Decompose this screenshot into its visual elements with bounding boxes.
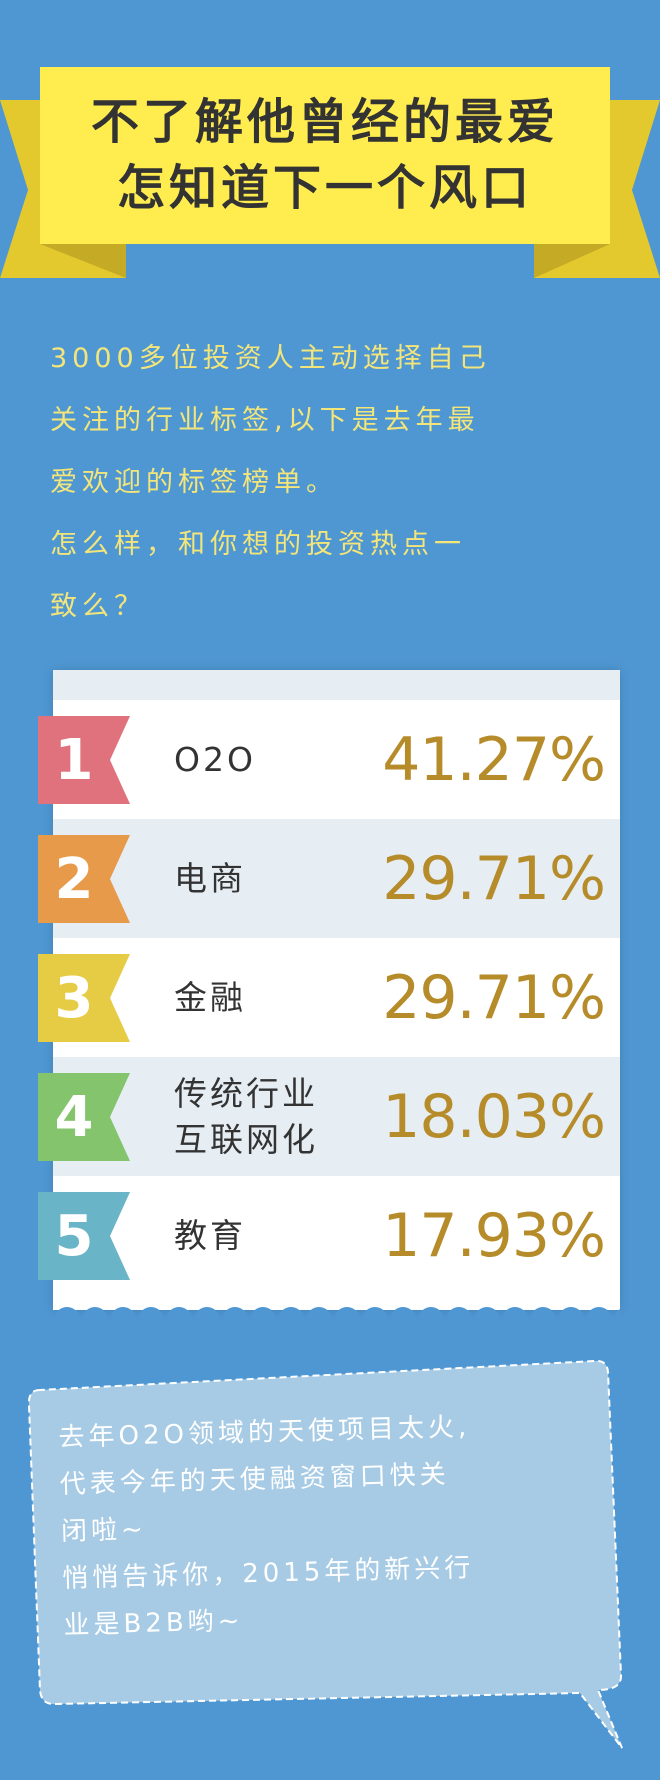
ranking-label: 传统行业 互联网化 <box>174 1073 318 1159</box>
rank-number: 4 <box>54 1084 94 1150</box>
ranking-label: O2O <box>174 739 256 779</box>
card-scalloped-edge <box>53 1300 620 1320</box>
ranking-row: 电商 29.71% <box>53 819 620 938</box>
rank-badge: 4 <box>38 1073 130 1161</box>
rank-badge-shape <box>38 954 130 1042</box>
ranking-label: 教育 <box>174 1215 246 1255</box>
intro-paragraph: 3000多位投资人主动选择自己 关注的行业标签,以下是去年最 爱欢迎的标签榜单。… <box>50 328 610 638</box>
speech-bubble-text: 去年O2O领域的天使项目太火, 代表今年的天使融资窗口快关 闭啦~ 悄悄告诉你，… <box>58 1400 624 1650</box>
ranking-percent: 29.71% <box>382 962 606 1033</box>
ranking-percent: 18.03% <box>382 1081 606 1152</box>
ranking-row: 教育 17.93% <box>53 1176 620 1300</box>
rank-number: 2 <box>54 846 94 912</box>
rank-number: 3 <box>54 965 94 1031</box>
ranking-percent: 41.27% <box>382 724 606 795</box>
title-line-2: 怎知道下一个风口 <box>116 160 533 216</box>
ranking-row: O2O 41.27% <box>53 700 620 819</box>
ranking-label: 电商 <box>174 858 246 898</box>
page-title: 不了解他曾经的最爱 怎知道下一个风口 <box>40 67 610 244</box>
rank-number: 5 <box>54 1203 94 1269</box>
ranking-card: O2O 41.27% 电商 29.71% 金融 29.71% 传统行业 互联网化… <box>53 670 620 1310</box>
rank-badge-shape <box>38 1073 130 1161</box>
title-ribbon <box>0 67 660 278</box>
rank-badge-shape <box>38 1192 130 1280</box>
ranking-row: 金融 29.71% <box>53 938 620 1057</box>
speech-bubble <box>27 1360 623 1749</box>
intro-line: 3000多位投资人主动选择自己 <box>50 343 491 374</box>
intro-line: 关注的行业标签,以下是去年最 <box>50 405 480 436</box>
rank-badge-shape <box>38 835 130 923</box>
title-line-1: 不了解他曾经的最爱 <box>90 94 559 150</box>
rank-number: 1 <box>54 727 94 793</box>
ranking-label: 金融 <box>174 977 246 1017</box>
intro-line: 致么？ <box>50 591 146 622</box>
ranking-row: 传统行业 互联网化 18.03% <box>53 1057 620 1176</box>
rank-badge: 5 <box>38 1192 130 1280</box>
ranking-percent: 17.93% <box>382 1200 606 1271</box>
rank-badge: 1 <box>38 716 130 804</box>
rank-badge-shape <box>38 716 130 804</box>
intro-line: 爱欢迎的标签榜单。 <box>50 467 338 498</box>
rank-badge: 3 <box>38 954 130 1042</box>
intro-line: 怎么样，和你想的投资热点一 <box>50 529 466 560</box>
ranking-percent: 29.71% <box>382 843 606 914</box>
rank-badge: 2 <box>38 835 130 923</box>
